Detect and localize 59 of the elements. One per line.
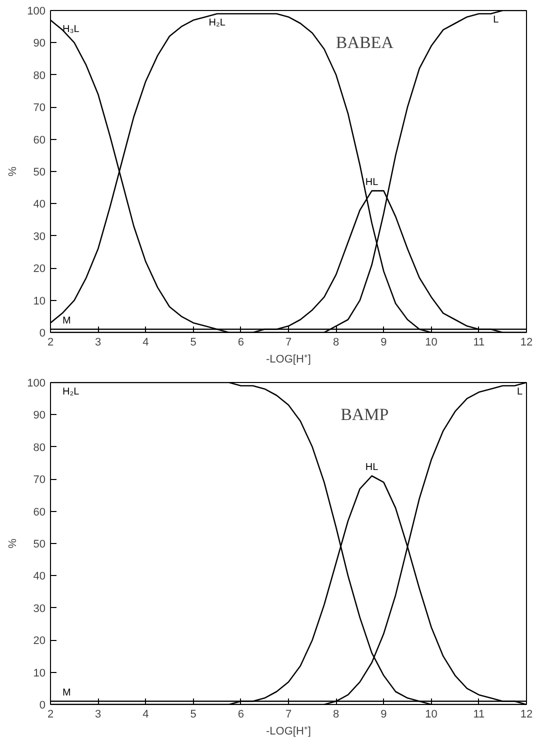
y-tick-label: 0: [39, 328, 46, 340]
x-tick-label: 8: [333, 336, 340, 348]
x-axis-title: -LOG[H⁺]: [266, 354, 311, 366]
y-tick-label: 10: [33, 295, 46, 308]
y-tick-label: 10: [33, 667, 46, 680]
x-tick-label: 10: [425, 336, 438, 348]
text: BAMP: [340, 405, 389, 424]
x-tick-label: 4: [142, 708, 149, 720]
text: BABEA: [336, 33, 394, 52]
y-tick-label: 50: [33, 538, 46, 550]
y-tick-label: 80: [33, 70, 46, 82]
y-tick-label: 30: [33, 602, 46, 615]
y-tick-label: 50: [33, 166, 46, 178]
series-label: H₂L: [208, 18, 226, 29]
x-tick-label: 6: [238, 336, 244, 348]
x-tick-label: 5: [190, 336, 196, 348]
y-tick-label: 0: [39, 700, 46, 712]
x-tick-label: 6: [238, 708, 244, 720]
y-tick-label: 90: [33, 38, 46, 50]
x-tick-label: 12: [520, 336, 533, 348]
y-tick-label: 20: [33, 635, 46, 648]
series-label: H₃L: [62, 24, 80, 36]
y-axis-title: %: [7, 166, 20, 176]
y-tick-label: 60: [33, 134, 46, 146]
y-tick-label: 20: [33, 263, 46, 276]
x-tick-label: 8: [333, 708, 340, 720]
y-tick-label: 80: [33, 442, 46, 454]
x-tick-label: 5: [190, 708, 196, 720]
x-tick-label: 3: [95, 708, 102, 720]
y-tick-label: 40: [33, 198, 46, 211]
x-tick-label: 10: [425, 708, 438, 720]
x-tick-label: 4: [142, 336, 149, 348]
x-axis-title: -LOG[H⁺]: [266, 726, 311, 738]
series-label: M: [62, 687, 71, 698]
series-label: HL: [365, 462, 379, 473]
x-tick-label: 11: [473, 336, 485, 348]
y-tick-label: 70: [33, 474, 46, 486]
x-tick-label: 3: [95, 336, 102, 348]
y-tick-label: 40: [33, 570, 46, 583]
series-label: HL: [365, 176, 379, 188]
y-tick-label: 100: [27, 6, 46, 18]
y-tick-label: 70: [33, 102, 46, 114]
y-axis-title: %: [7, 538, 20, 548]
x-tick-label: 12: [520, 708, 533, 720]
y-tick-label: 30: [33, 230, 46, 243]
x-tick-label: 11: [473, 708, 485, 720]
series-label: L: [516, 386, 523, 398]
y-tick-label: 90: [33, 410, 46, 422]
x-tick-label: 2: [47, 708, 54, 720]
x-tick-label: 9: [380, 708, 387, 720]
x-tick-label: 2: [47, 336, 54, 348]
x-tick-label: 9: [380, 336, 387, 348]
legend-label: H₂L: [62, 386, 80, 398]
series-label: L: [493, 14, 500, 26]
y-tick-label: 100: [27, 378, 46, 390]
y-tick-label: 60: [33, 506, 46, 518]
series-label: M: [62, 315, 71, 326]
x-tick-label: 7: [285, 336, 292, 348]
x-tick-label: 7: [285, 708, 292, 720]
